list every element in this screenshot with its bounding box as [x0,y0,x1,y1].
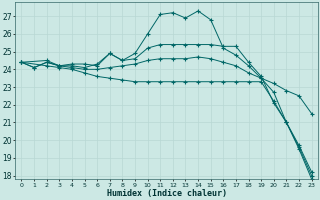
X-axis label: Humidex (Indice chaleur): Humidex (Indice chaleur) [107,189,227,198]
